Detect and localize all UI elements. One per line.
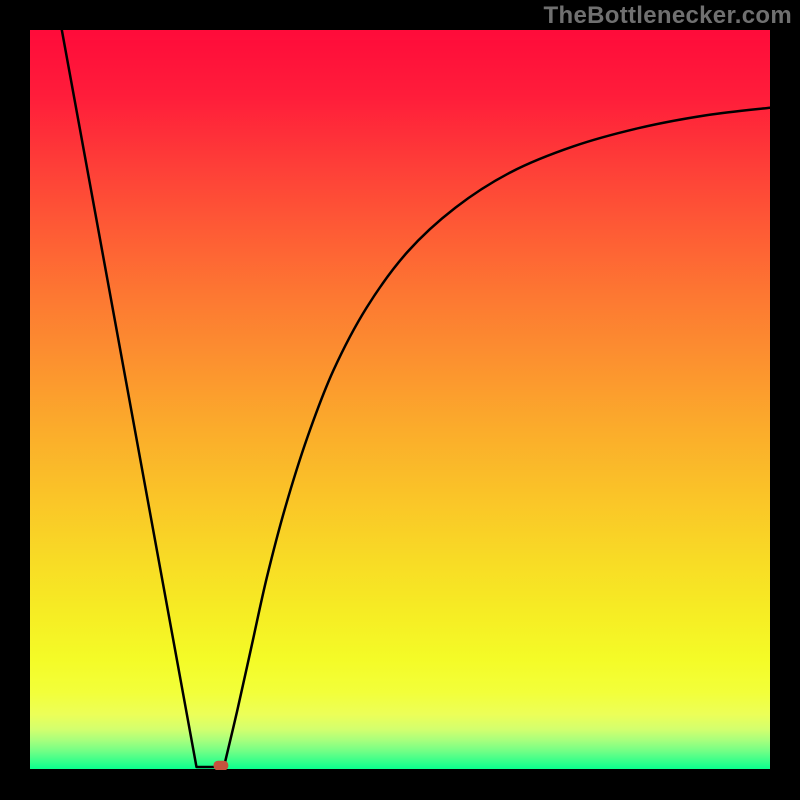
plot-svg bbox=[30, 30, 770, 770]
watermark-text: TheBottlenecker.com bbox=[544, 2, 792, 30]
valley-marker bbox=[214, 761, 229, 770]
chart-frame: TheBottlenecker.com bbox=[0, 0, 800, 800]
plot-area bbox=[30, 30, 770, 770]
gradient-background bbox=[30, 30, 770, 770]
